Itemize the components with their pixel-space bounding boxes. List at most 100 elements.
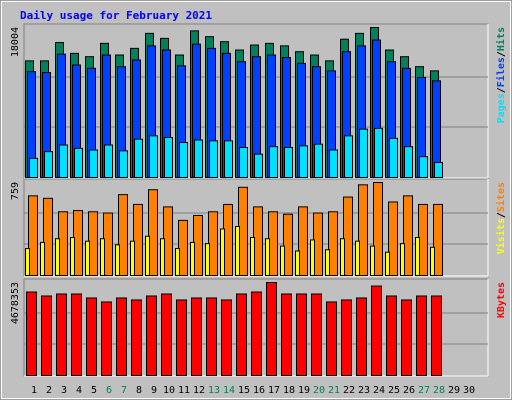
bar: [254, 153, 263, 178]
x-tick-label: 24: [373, 385, 385, 396]
x-tick-label: 25: [388, 385, 400, 396]
bar: [389, 137, 398, 179]
bar: [134, 138, 143, 179]
bar: [340, 238, 345, 276]
bar: [280, 245, 285, 276]
x-tick-label: 28: [433, 385, 445, 396]
bar: [101, 301, 112, 377]
bar: [343, 196, 353, 276]
bar: [191, 297, 202, 376]
x-tick-label: 21: [328, 385, 340, 396]
y-tick-label: 4678353: [10, 282, 21, 324]
legend: Pages/Files/Hits: [495, 27, 507, 123]
y-tick-label: 18004: [10, 27, 21, 57]
bar: [388, 201, 398, 276]
x-tick-label: 6: [106, 385, 112, 396]
bar: [194, 139, 203, 178]
legend: KBytes: [496, 282, 507, 318]
x-tick-label: 22: [343, 385, 355, 396]
legend-entry: Pages: [496, 93, 507, 123]
bar: [100, 238, 105, 276]
bar: [265, 238, 270, 276]
bar: [401, 299, 412, 377]
x-tick-label: 16: [253, 385, 265, 396]
bar: [26, 291, 37, 377]
bar: [209, 140, 218, 178]
x-tick-label: 14: [223, 385, 235, 396]
x-tick-label: 20: [313, 385, 325, 396]
bar: [403, 195, 413, 276]
legend-separator: /: [496, 51, 507, 57]
bar: [40, 241, 45, 276]
x-tick-label: 23: [358, 385, 370, 396]
bar: [239, 147, 248, 179]
bar: [373, 182, 383, 276]
x-tick-label: 8: [136, 385, 142, 396]
x-tick-label: 1: [31, 385, 37, 396]
bar: [25, 248, 30, 276]
bar: [370, 245, 375, 276]
bar: [325, 249, 330, 276]
x-tick-label: 30: [463, 385, 475, 396]
bar: [44, 151, 53, 179]
bar: [385, 251, 390, 276]
bar: [284, 147, 293, 179]
x-tick-label: 9: [151, 385, 157, 396]
x-tick-label: 29: [448, 385, 460, 396]
bar: [70, 237, 75, 276]
bar: [104, 144, 113, 178]
legend-entry: KBytes: [496, 282, 507, 318]
x-tick-label: 10: [163, 385, 175, 396]
legend-entry: Sites: [495, 182, 507, 212]
x-tick-label: 13: [208, 385, 220, 396]
bar: [434, 162, 443, 178]
x-tick-label: 3: [61, 385, 67, 396]
chart-title: Daily usage for February 2021: [20, 9, 212, 22]
bar: [179, 142, 188, 179]
bar: [310, 239, 315, 276]
bar: [149, 135, 158, 178]
bar: [160, 238, 165, 276]
bar: [281, 293, 292, 376]
bar: [283, 213, 293, 277]
bar: [400, 243, 405, 276]
x-tick-label: 5: [91, 385, 97, 396]
bar: [269, 146, 278, 179]
bar: [326, 301, 337, 377]
bar: [85, 240, 90, 276]
bar: [359, 128, 368, 178]
bar: [221, 299, 232, 377]
bar: [115, 244, 120, 276]
bar: [41, 295, 52, 376]
bar: [433, 203, 443, 276]
legend-entry: Visits: [495, 218, 507, 254]
bar: [344, 135, 353, 178]
x-tick-label: 19: [298, 385, 310, 396]
bar: [205, 243, 210, 276]
bar: [133, 203, 143, 276]
bar: [161, 293, 172, 376]
bar: [416, 295, 427, 376]
y-tick-label: 759: [10, 182, 21, 200]
bar: [220, 228, 225, 276]
x-tick-label: 4: [76, 385, 82, 396]
bar: [119, 150, 128, 179]
bar: [89, 149, 98, 178]
bar: [355, 240, 360, 276]
bar: [190, 241, 195, 276]
x-tick-label: 7: [121, 385, 127, 396]
bar: [236, 293, 247, 376]
bar: [130, 240, 135, 276]
bar: [43, 197, 53, 276]
bar: [29, 157, 38, 178]
bar: [74, 147, 83, 178]
bar: [298, 206, 308, 276]
bar: [358, 184, 368, 276]
bar: [431, 295, 442, 376]
bar: [55, 238, 60, 276]
bar: [386, 295, 397, 376]
bar: [175, 248, 180, 276]
bar: [329, 149, 338, 178]
bar: [295, 250, 300, 276]
